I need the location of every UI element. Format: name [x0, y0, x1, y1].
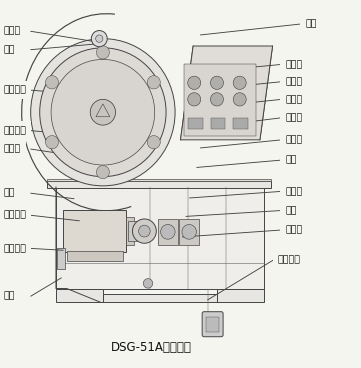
Bar	[56, 186, 264, 289]
Text: 模块: 模块	[305, 20, 317, 28]
Circle shape	[96, 35, 103, 42]
Circle shape	[147, 135, 160, 149]
Text: 油泵: 油泵	[285, 156, 297, 164]
Text: 换向阀: 换向阀	[285, 113, 303, 122]
Circle shape	[139, 225, 150, 237]
Bar	[217, 289, 264, 302]
Bar	[206, 317, 219, 332]
Bar	[47, 181, 271, 188]
Circle shape	[188, 93, 201, 106]
Bar	[67, 251, 123, 261]
Circle shape	[91, 31, 107, 47]
Circle shape	[96, 166, 109, 179]
Text: 楞座: 楞座	[4, 45, 15, 54]
Text: 配电盘: 配电盘	[285, 187, 303, 196]
Circle shape	[210, 93, 223, 106]
Circle shape	[96, 46, 109, 59]
Text: 支架: 支架	[285, 206, 297, 215]
Text: 废油出口: 废油出口	[4, 244, 27, 253]
Bar	[56, 289, 103, 302]
Bar	[158, 219, 178, 245]
Circle shape	[40, 48, 166, 177]
Bar	[103, 294, 217, 302]
Circle shape	[182, 224, 196, 239]
Text: 油泵电机: 油泵电机	[4, 211, 27, 220]
Text: 扎压油缸: 扎压油缸	[4, 126, 27, 135]
Text: 集成块: 集成块	[285, 95, 303, 104]
Circle shape	[132, 219, 156, 243]
Bar	[211, 118, 225, 129]
Text: 标尺: 标尺	[4, 189, 15, 198]
Circle shape	[233, 76, 246, 89]
Text: 油缸端盖: 油缸端盖	[4, 86, 27, 95]
Bar	[184, 64, 256, 136]
Circle shape	[161, 224, 175, 239]
Circle shape	[31, 39, 175, 186]
Text: 电气筱: 电气筱	[285, 60, 303, 69]
Bar	[126, 217, 134, 245]
Text: 脚踏开关: 脚踏开关	[278, 255, 301, 264]
Text: 注油孔: 注油孔	[285, 226, 303, 234]
Bar	[179, 219, 199, 245]
Circle shape	[147, 76, 160, 89]
Bar	[233, 118, 248, 129]
Circle shape	[233, 93, 246, 106]
Circle shape	[188, 76, 201, 89]
Circle shape	[143, 279, 153, 288]
Circle shape	[90, 99, 116, 125]
Bar	[63, 210, 126, 252]
Circle shape	[210, 76, 223, 89]
Text: 溢流阀: 溢流阀	[285, 77, 303, 86]
Polygon shape	[180, 46, 273, 140]
Bar	[128, 221, 137, 241]
Bar	[57, 248, 65, 269]
FancyBboxPatch shape	[202, 312, 223, 337]
Circle shape	[45, 76, 58, 89]
Bar	[188, 118, 203, 129]
Text: 油筱: 油筱	[4, 292, 15, 301]
Circle shape	[45, 135, 58, 149]
Circle shape	[51, 60, 155, 165]
Text: 压力表: 压力表	[4, 27, 21, 36]
Text: DSG-51A型锁管机: DSG-51A型锁管机	[111, 341, 192, 354]
Text: 退油缸: 退油缸	[4, 145, 21, 153]
Text: 分流阀: 分流阀	[285, 135, 303, 144]
Bar	[47, 179, 271, 181]
